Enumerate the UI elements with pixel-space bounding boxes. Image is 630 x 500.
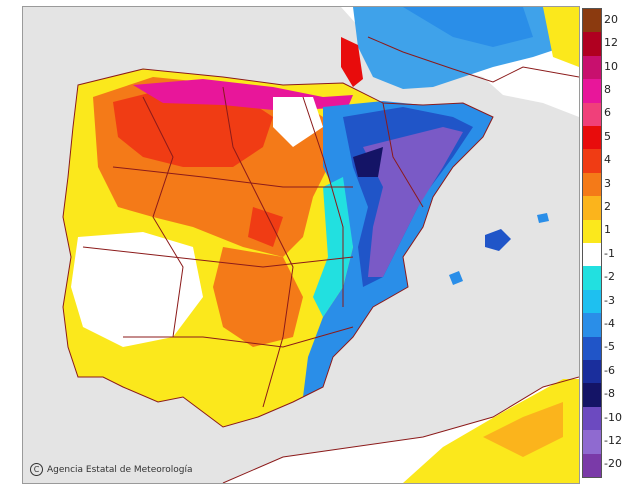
legend-swatch bbox=[583, 79, 601, 103]
legend-label: -3 bbox=[604, 293, 615, 307]
legend-swatch bbox=[583, 102, 601, 126]
legend-swatch bbox=[583, 219, 601, 243]
legend-swatch bbox=[583, 9, 601, 33]
legend-swatch bbox=[583, 32, 601, 56]
legend-label: 10 bbox=[604, 59, 618, 73]
legend-label: 8 bbox=[604, 82, 611, 96]
balearic-mallorca bbox=[485, 229, 511, 251]
legend-swatch bbox=[583, 266, 601, 290]
region-borders bbox=[62, 36, 579, 483]
legend-label: 2 bbox=[604, 199, 611, 213]
cold-area-east bbox=[303, 101, 493, 397]
legend-label: -1 bbox=[604, 246, 615, 260]
legend-swatch bbox=[583, 406, 601, 431]
legend-swatch bbox=[583, 313, 601, 337]
legend-label: 5 bbox=[604, 129, 611, 143]
legend-label: 20 bbox=[604, 12, 618, 26]
legend-swatch bbox=[583, 336, 601, 360]
legend-label: -2 bbox=[604, 270, 615, 284]
legend-label: 3 bbox=[604, 176, 611, 190]
anomaly-map bbox=[22, 6, 580, 484]
legend-label: -10 bbox=[604, 410, 622, 424]
legend-label: -8 bbox=[604, 387, 615, 401]
legend-label: -5 bbox=[604, 340, 615, 354]
legend-label: -20 bbox=[604, 457, 622, 471]
legend-label: -12 bbox=[604, 433, 622, 447]
legend-label: 4 bbox=[604, 153, 611, 167]
legend-swatch bbox=[583, 430, 601, 454]
credit-line: C Agencia Estatal de Meteorología bbox=[30, 463, 193, 476]
legend-label: 6 bbox=[604, 106, 611, 120]
legend-label: 12 bbox=[604, 36, 618, 50]
balearic-ibiza bbox=[449, 271, 463, 285]
legend-label: -4 bbox=[604, 316, 615, 330]
color-legend bbox=[582, 8, 602, 478]
legend-label: 1 bbox=[604, 223, 611, 237]
legend-swatch bbox=[583, 289, 601, 314]
balearic-menorca bbox=[537, 213, 549, 223]
legend-swatch bbox=[583, 453, 601, 477]
legend-swatch bbox=[583, 383, 601, 407]
legend-swatch bbox=[583, 55, 601, 80]
agency-name: Agencia Estatal de Meteorología bbox=[47, 465, 193, 475]
map-canvas bbox=[23, 7, 579, 483]
copyright-icon: C bbox=[30, 463, 43, 476]
very-cold-area-valencia bbox=[363, 127, 463, 277]
north-africa-warm bbox=[403, 379, 579, 483]
near-normal-west bbox=[71, 232, 203, 347]
legend-swatch bbox=[583, 196, 601, 220]
legend-swatch bbox=[583, 172, 601, 197]
legend-swatch bbox=[583, 126, 601, 150]
legend-label: -6 bbox=[604, 363, 615, 377]
legend-swatch bbox=[583, 360, 601, 384]
legend-swatch bbox=[583, 243, 601, 267]
legend-swatch bbox=[583, 149, 601, 173]
